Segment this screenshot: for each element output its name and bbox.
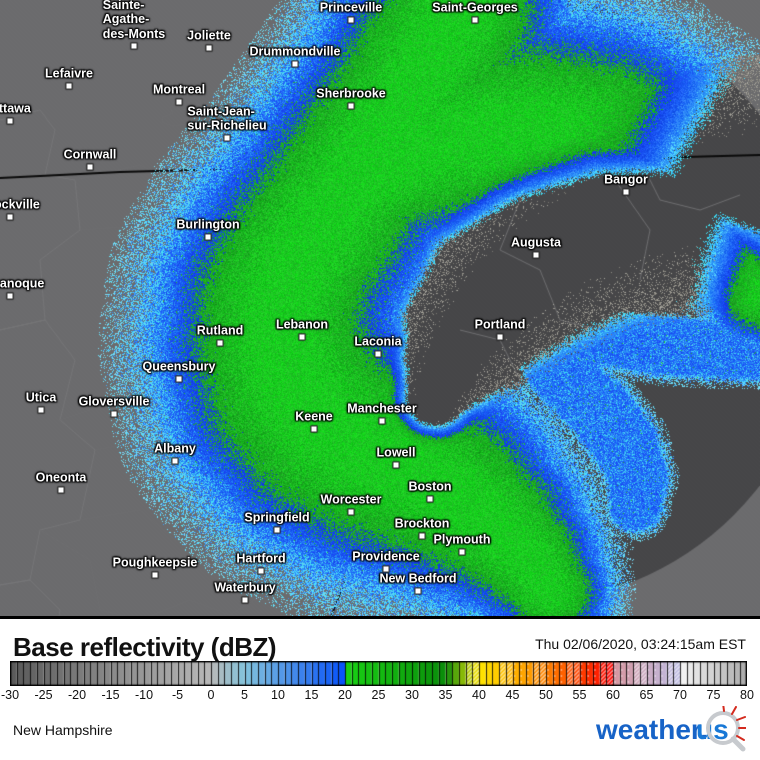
svg-text:weather.: weather. (596, 714, 708, 745)
